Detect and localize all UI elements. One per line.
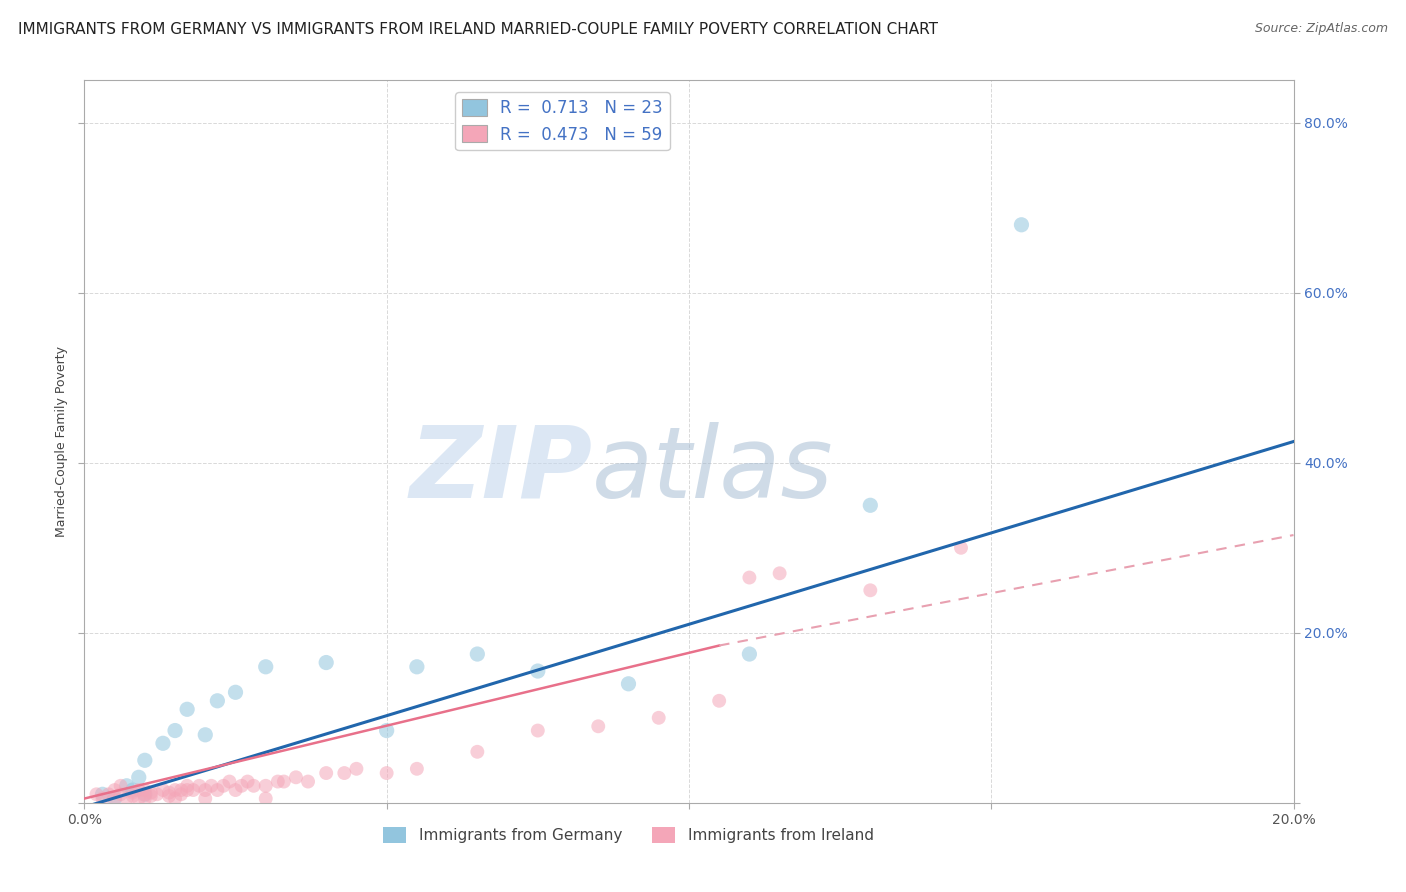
Point bbox=[231, 779, 253, 793]
Point bbox=[225, 685, 247, 699]
Point bbox=[254, 660, 277, 674]
Point bbox=[315, 766, 337, 780]
Point bbox=[115, 791, 138, 805]
Point bbox=[104, 783, 127, 797]
Point bbox=[188, 779, 211, 793]
Point bbox=[467, 647, 489, 661]
Point bbox=[170, 783, 193, 797]
Point bbox=[134, 787, 156, 801]
Point bbox=[165, 791, 187, 805]
Point bbox=[176, 779, 198, 793]
Text: Source: ZipAtlas.com: Source: ZipAtlas.com bbox=[1254, 22, 1388, 36]
Point bbox=[181, 783, 204, 797]
Y-axis label: Married-Couple Family Poverty: Married-Couple Family Poverty bbox=[55, 346, 69, 537]
Point bbox=[200, 779, 222, 793]
Point bbox=[128, 770, 150, 784]
Point bbox=[617, 677, 640, 691]
Point bbox=[134, 753, 156, 767]
Point bbox=[527, 723, 550, 738]
Point bbox=[1011, 218, 1033, 232]
Text: ZIP: ZIP bbox=[409, 422, 592, 519]
Text: IMMIGRANTS FROM GERMANY VS IMMIGRANTS FROM IRELAND MARRIED-COUPLE FAMILY POVERTY: IMMIGRANTS FROM GERMANY VS IMMIGRANTS FR… bbox=[18, 22, 938, 37]
Point bbox=[165, 723, 187, 738]
Point bbox=[157, 786, 180, 800]
Point bbox=[254, 779, 277, 793]
Point bbox=[194, 791, 217, 805]
Point bbox=[157, 789, 180, 803]
Point bbox=[273, 774, 295, 789]
Point bbox=[236, 774, 259, 789]
Point bbox=[648, 711, 671, 725]
Point bbox=[297, 774, 319, 789]
Point bbox=[406, 762, 429, 776]
Point bbox=[212, 779, 235, 793]
Point bbox=[225, 783, 247, 797]
Point bbox=[242, 779, 264, 793]
Point bbox=[346, 762, 368, 776]
Point bbox=[128, 783, 150, 797]
Point bbox=[769, 566, 792, 581]
Point bbox=[91, 791, 114, 805]
Point bbox=[104, 791, 127, 805]
Point bbox=[375, 766, 398, 780]
Point bbox=[128, 791, 150, 805]
Point bbox=[859, 583, 882, 598]
Point bbox=[152, 736, 174, 750]
Point bbox=[121, 783, 143, 797]
Point bbox=[152, 783, 174, 797]
Point bbox=[375, 723, 398, 738]
Text: atlas: atlas bbox=[592, 422, 834, 519]
Point bbox=[139, 789, 162, 803]
Legend: Immigrants from Germany, Immigrants from Ireland: Immigrants from Germany, Immigrants from… bbox=[377, 822, 880, 849]
Point bbox=[115, 779, 138, 793]
Point bbox=[110, 779, 132, 793]
Point bbox=[285, 770, 308, 784]
Point bbox=[218, 774, 240, 789]
Point bbox=[91, 787, 114, 801]
Point bbox=[738, 570, 761, 584]
Point bbox=[97, 787, 120, 801]
Point bbox=[738, 647, 761, 661]
Point bbox=[467, 745, 489, 759]
Point bbox=[110, 787, 132, 801]
Point bbox=[859, 498, 882, 512]
Point bbox=[104, 791, 127, 805]
Point bbox=[121, 789, 143, 803]
Point bbox=[170, 787, 193, 801]
Point bbox=[267, 774, 290, 789]
Point bbox=[207, 694, 229, 708]
Point bbox=[194, 783, 217, 797]
Point bbox=[176, 783, 198, 797]
Point bbox=[709, 694, 731, 708]
Point bbox=[139, 786, 162, 800]
Point bbox=[315, 656, 337, 670]
Point bbox=[333, 766, 356, 780]
Point bbox=[588, 719, 610, 733]
Point bbox=[165, 783, 187, 797]
Point bbox=[86, 787, 108, 801]
Point bbox=[527, 664, 550, 678]
Point bbox=[134, 783, 156, 797]
Point bbox=[406, 660, 429, 674]
Point bbox=[121, 786, 143, 800]
Point bbox=[950, 541, 973, 555]
Point bbox=[254, 791, 277, 805]
Point bbox=[176, 702, 198, 716]
Point bbox=[134, 787, 156, 801]
Point bbox=[207, 783, 229, 797]
Point bbox=[146, 787, 169, 801]
Point bbox=[194, 728, 217, 742]
Point bbox=[134, 791, 156, 805]
